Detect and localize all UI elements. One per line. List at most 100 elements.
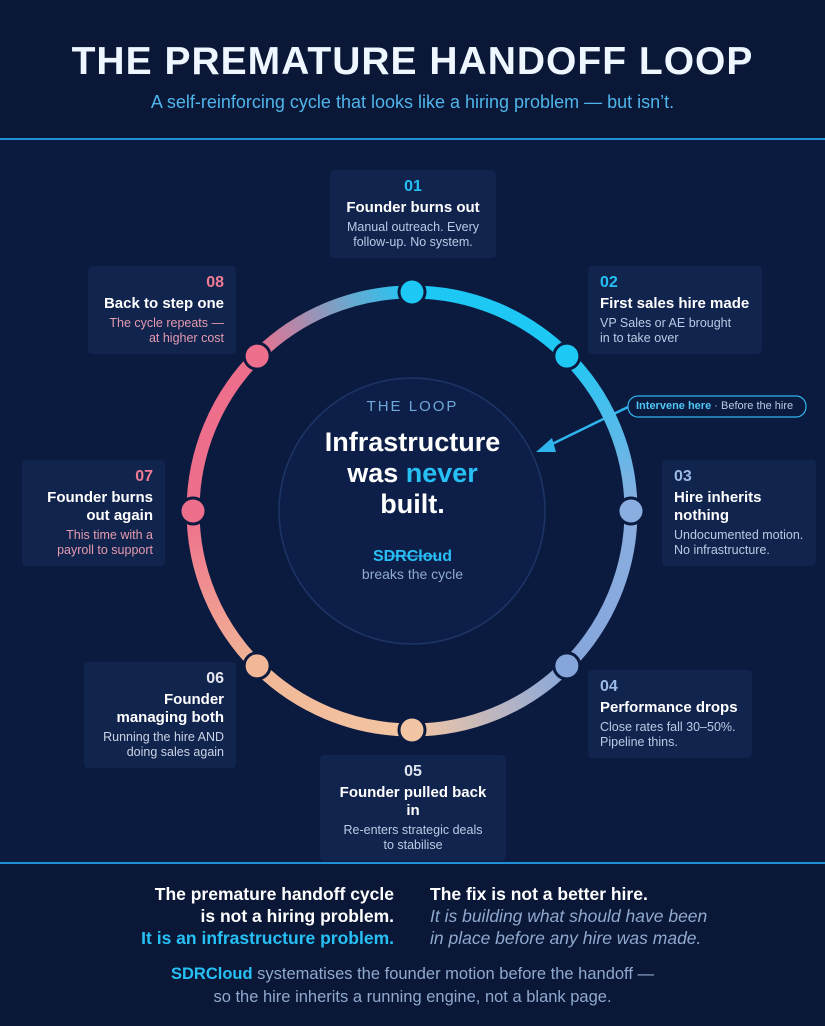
step-description-line: The cycle repeats — xyxy=(109,316,224,330)
step-description-line: Undocumented motion. xyxy=(674,528,804,542)
step-description: The cycle repeats — at higher cost xyxy=(100,316,224,346)
footer-bottom: SDRCloud systematises the founder motion… xyxy=(0,963,825,1009)
footer-line: It is building what should have been xyxy=(430,906,708,926)
footer-line: so the hire inherits a running engine, n… xyxy=(213,988,612,1006)
step-title-line: Hire inherits xyxy=(674,489,762,506)
step-description: This time with a payroll to support xyxy=(34,528,153,558)
step-description-line: in to take over xyxy=(600,331,679,345)
footer-right: The fix is not a better hire. It is buil… xyxy=(430,883,810,949)
step-card: 04 Performance drops Close rates fall 30–5… xyxy=(588,670,752,758)
step-title-line: nothing xyxy=(674,507,729,524)
step-description-line: at higher cost xyxy=(148,331,224,345)
step-title-line: Founder pulled back in xyxy=(339,784,487,819)
step-title: Founder burns out xyxy=(342,199,484,217)
node xyxy=(616,496,646,526)
step-title-line: Founder xyxy=(164,691,224,708)
footer-line: The premature handoff cycle xyxy=(154,884,394,904)
ring-segment xyxy=(562,351,638,512)
step-description-line: Running the hire AND xyxy=(103,730,224,744)
tagline: breaks the cycle xyxy=(361,566,464,582)
step-description-line: No infrastructure. xyxy=(674,543,770,557)
step-card: 05 Founder pulled back in Re-enters strate… xyxy=(320,755,506,861)
step-number: 08 xyxy=(206,274,224,291)
step-description: Running the hire AND doing sales again xyxy=(96,730,224,760)
step-title-line: First sales hire made xyxy=(600,295,750,312)
arrow-head xyxy=(536,438,556,452)
step-title: Hire inherits nothing xyxy=(674,489,804,525)
step-description-line: follow-up. No system. xyxy=(353,235,473,249)
callout-text: · Before the hire xyxy=(714,400,794,412)
footer-text: systematises the founder motion before t… xyxy=(257,965,655,983)
step-title: Performance drops xyxy=(600,699,740,717)
step-title-line: managing both xyxy=(116,709,225,726)
footer xyxy=(0,862,825,1026)
step-number: 02 xyxy=(600,274,618,291)
step-card: 02 First sales hire made VP Sales or AE br… xyxy=(588,266,762,354)
footer-line: is not a hiring problem. xyxy=(200,906,394,926)
callout: Intervene here · Before the hire xyxy=(636,400,793,412)
step-number: 04 xyxy=(600,678,618,695)
step-title: Founder burns out again xyxy=(34,489,153,525)
step-card: 01 Founder burns out Manual outreach. Ever… xyxy=(330,170,496,258)
step-description: VP Sales or AE brought in to take over xyxy=(600,316,750,346)
step-description-line: Close rates fall 30–50%. xyxy=(600,720,736,734)
footer-brand: SDRCloud xyxy=(170,965,253,983)
subtitle: A self-reinforcing cycle that looks like… xyxy=(150,92,675,112)
step-number: 06 xyxy=(206,670,224,687)
footer-left: The premature handoff cycle is not a hir… xyxy=(40,883,394,949)
ring-segment xyxy=(186,510,262,671)
callout-pill xyxy=(627,395,807,418)
step-title: First sales hire made xyxy=(600,295,750,313)
step-description: Manual outreach. Every follow-up. No syst… xyxy=(342,220,484,250)
step-description: Undocumented motion. No infrastructure. xyxy=(674,528,804,558)
step-number: 01 xyxy=(404,178,422,195)
step-description-line: Manual outreach. Every xyxy=(346,220,479,234)
step-title-line: Founder burns out xyxy=(346,199,480,216)
center-circle xyxy=(278,377,546,645)
ring-segment xyxy=(411,285,572,361)
step-title: Founder pulled back in xyxy=(332,784,494,820)
ring-segment xyxy=(252,661,413,737)
headline-line: was never xyxy=(280,458,545,489)
step-number: 05 xyxy=(404,763,422,780)
brand: SDRCloud xyxy=(372,548,453,565)
step-description-line: doing sales again xyxy=(126,745,224,759)
footer-line: It is an infrastructure problem. xyxy=(141,928,394,948)
ring-segment xyxy=(186,351,262,512)
node xyxy=(552,651,582,681)
step-card: 03 Hire inherits nothing Undocumented motio… xyxy=(662,460,816,566)
ring-segment xyxy=(252,285,413,361)
step-description-line: to stabilise xyxy=(383,838,443,852)
step-title-line: Founder burns xyxy=(47,489,153,506)
node xyxy=(552,341,582,371)
step-card: 07 Founder burns out again This time with a… xyxy=(22,460,165,566)
callout-strong: Intervene here xyxy=(636,400,712,412)
headline-word: was xyxy=(347,458,399,488)
node xyxy=(178,496,208,526)
footer-line: in place before any hire was made. xyxy=(430,928,702,948)
step-title-line: Performance drops xyxy=(600,699,738,716)
node xyxy=(242,341,272,371)
footer-line: SDRCloud systematises the founder motion… xyxy=(0,963,825,986)
step-description-line: VP Sales or AE brought xyxy=(600,316,732,330)
step-title: Founder managing both xyxy=(96,691,225,727)
step-title-line: out again xyxy=(86,507,153,524)
step-number: 07 xyxy=(135,468,153,485)
step-description-line: payroll to support xyxy=(57,543,153,557)
center-text: THE LOOP Infrastructure was never built.… xyxy=(280,398,545,582)
step-description-line: This time with a xyxy=(66,528,153,542)
headline-highlight: never xyxy=(405,458,478,488)
step-description: Re-enters strategic deals to stabilise xyxy=(332,823,494,853)
node xyxy=(397,715,427,745)
step-card: 06 Founder managing both Running the hire A… xyxy=(84,662,236,768)
ring-segment xyxy=(411,661,572,737)
node xyxy=(242,651,272,681)
footer-line: The fix is not a better hire. xyxy=(430,884,648,904)
step-description-line: Pipeline thins. xyxy=(600,735,678,749)
step-number: 03 xyxy=(674,468,692,485)
node xyxy=(397,277,427,307)
title: THE PREMATURE HANDOFF LOOP xyxy=(71,40,754,83)
headline-line: built. xyxy=(380,489,445,519)
